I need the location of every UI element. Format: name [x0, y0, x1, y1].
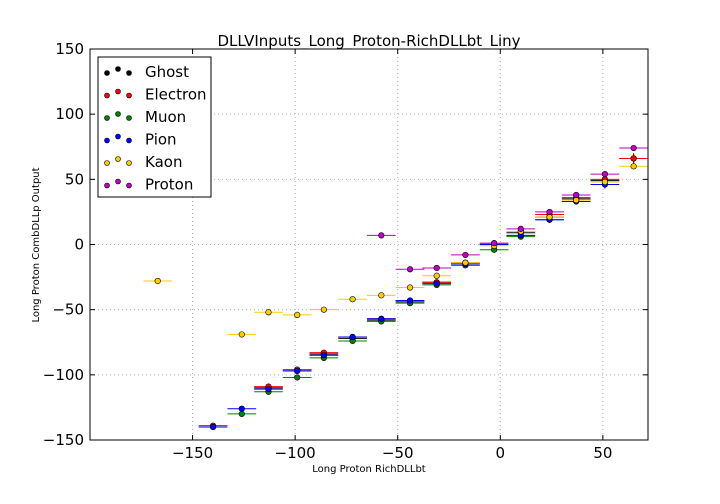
data-point: [630, 155, 637, 162]
legend: Ghost Electron Muon Pion Kaon Proton: [97, 56, 212, 198]
data-point: [630, 163, 637, 170]
legend-marker: [115, 88, 121, 95]
data-point: [265, 386, 272, 393]
data-point: [630, 144, 637, 152]
data-point: [209, 423, 217, 431]
data-point: [573, 191, 580, 199]
series-proton: [366, 144, 648, 273]
data-point: [378, 292, 385, 299]
y-tick-label: 100: [55, 105, 84, 123]
data-point: [294, 311, 301, 318]
data-point: [265, 309, 272, 316]
data-point: [406, 266, 414, 273]
legend-marker: [126, 70, 132, 76]
y-tick-label: −150: [43, 431, 84, 449]
data-point: [238, 331, 245, 338]
data-point: [238, 405, 245, 412]
y-tick-label: 50: [65, 170, 84, 188]
chart-title: DLLVInputs_Long_Proton-RichDLLbt_Liny: [217, 32, 520, 51]
legend-item-electron: Electron: [104, 86, 207, 104]
x-axis-label: Long Proton RichDLLbt: [312, 464, 426, 475]
data-point: [433, 264, 440, 272]
legend-box: [97, 56, 212, 198]
legend-marker: [104, 160, 110, 166]
x-tick-label: −50: [382, 444, 414, 462]
data-point: [406, 284, 414, 291]
y-axis-label: Long Proton CombDLLp Output: [31, 167, 42, 322]
data-layer: [143, 144, 648, 431]
data-point: [294, 367, 301, 375]
legend-item-muon: Muon: [104, 108, 186, 126]
legend-label: Electron: [145, 86, 207, 104]
y-tick-label: −50: [52, 301, 84, 319]
legend-marker: [104, 115, 110, 121]
legend-label: Pion: [145, 131, 177, 149]
legend-item-proton: Proton: [104, 176, 193, 194]
legend-marker: [104, 70, 110, 76]
data-point: [546, 208, 553, 216]
data-point: [517, 225, 524, 232]
data-point: [320, 306, 327, 313]
legend-marker: [126, 92, 132, 99]
x-tick-label: −150: [172, 444, 213, 462]
data-point: [294, 374, 301, 381]
data-point: [546, 214, 553, 221]
data-point: [601, 178, 609, 186]
legend-label: Muon: [145, 108, 186, 126]
data-point: [320, 352, 327, 359]
data-point: [433, 272, 440, 279]
legend-marker: [115, 178, 121, 185]
legend-marker: [126, 160, 132, 166]
legend-label: Kaon: [145, 153, 182, 171]
data-point: [433, 280, 440, 287]
legend-marker: [115, 66, 121, 72]
y-tick-label: −100: [43, 366, 84, 384]
x-tick-label: −100: [275, 444, 316, 462]
series-kaon: [143, 163, 648, 338]
legend-label: Proton: [145, 176, 193, 194]
data-point: [573, 197, 580, 204]
legend-marker: [126, 115, 132, 121]
legend-item-pion: Pion: [104, 131, 177, 149]
legend-marker: [126, 137, 132, 144]
data-point: [491, 240, 498, 247]
data-point: [601, 171, 609, 178]
y-tick-label: 0: [74, 236, 84, 254]
axes: −150 −100 −50 0 50 −150 −100 −50 0 50 100 150: [43, 40, 648, 462]
data-point: [406, 297, 414, 304]
x-tick-label: 50: [593, 444, 612, 462]
legend-marker: [115, 156, 121, 162]
y-tick-label: 150: [55, 40, 84, 58]
data-point: [378, 232, 385, 239]
legend-marker: [115, 133, 121, 140]
legend-marker: [126, 182, 132, 189]
legend-item-ghost: Ghost: [104, 63, 189, 81]
data-point: [154, 277, 161, 285]
data-point: [378, 315, 385, 322]
data-point: [462, 251, 469, 259]
legend-marker: [104, 92, 110, 99]
legend-marker: [104, 137, 110, 144]
data-point: [349, 333, 356, 341]
legend-marker: [104, 182, 110, 189]
data-point: [349, 296, 356, 303]
legend-marker: [115, 111, 121, 117]
data-point: [238, 410, 245, 418]
x-tick-label: 0: [496, 444, 506, 462]
data-point: [462, 259, 469, 266]
legend-item-kaon: Kaon: [104, 153, 182, 171]
legend-label: Ghost: [145, 63, 189, 81]
